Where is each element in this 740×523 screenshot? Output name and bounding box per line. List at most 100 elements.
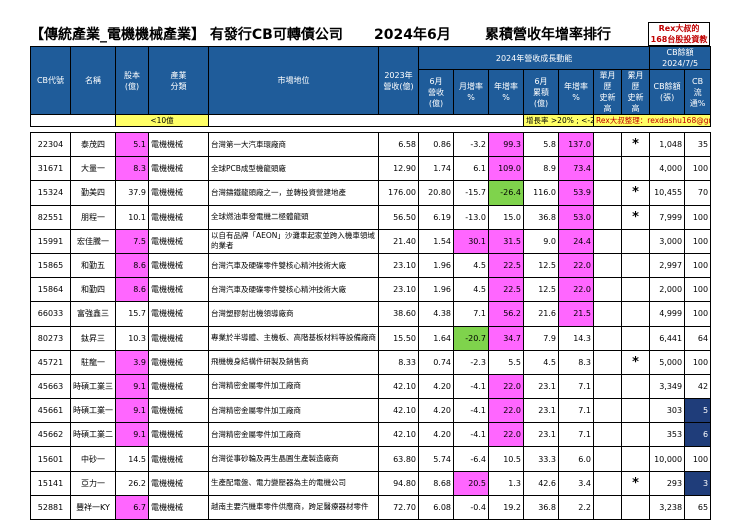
cell-market: 台灣精密金屬零件加工廠商 xyxy=(208,373,379,400)
cell-market: 台灣汽車及硬碟零件雙核心精沖技術大廠 xyxy=(208,277,379,303)
note-capital: <10億 xyxy=(115,114,209,127)
cell-high-cum xyxy=(620,446,651,472)
cell-market: 全球燃油車發電機二極體龍頭 xyxy=(208,204,379,230)
cell-jun-cum: 9.0 xyxy=(523,228,559,254)
cell-jun-rev: 0.74 xyxy=(418,349,454,375)
cell-rev2023: 12.90 xyxy=(378,156,419,182)
cell-mom: 7.1 xyxy=(453,301,489,327)
cell-jun-rev: 8.68 xyxy=(418,470,454,496)
cell-name: 大量一 xyxy=(70,156,116,182)
table-row: 52881 豐祥一KY 6.7 電機機械 越南主要汽機車零件供應商，跨足醫療器材零件 72… xyxy=(30,494,712,521)
cell-high-month xyxy=(593,156,622,182)
col-jun-rev: 6月 營收(億) xyxy=(418,69,454,115)
cell-name: 和勤五 xyxy=(70,252,116,279)
cell-high-cum xyxy=(620,277,651,303)
table-row: 45663 時碩工業三 9.1 電機機械 台灣精密金屬零件加工廠商 42.10 4.20 -4… xyxy=(30,373,712,400)
cell-capital: 14.5 xyxy=(115,446,149,472)
cell-cum-yoy: 22.0 xyxy=(558,277,594,303)
table-row: 45721 駐龍一 3.9 電機機械 飛機機身結構件研製及銷售商 8.33 0.74 -2.3… xyxy=(30,349,712,375)
cell-jun-rev: 20.80 xyxy=(418,180,454,206)
cell-mom: -2.3 xyxy=(453,349,489,375)
col-high-cum: 累月歷 史新高 xyxy=(620,69,651,115)
cell-capital: 6.7 xyxy=(115,494,149,521)
table-row: 82551 朋程一 10.1 電機機械 全球燃油車發電機二極體龍頭 56.50 6.19 -1… xyxy=(30,204,712,230)
cell-cum-yoy: 53.9 xyxy=(558,180,594,206)
cell-high-cum: * xyxy=(620,349,651,375)
cell-high-cum: * xyxy=(620,204,651,230)
cell-rev2023: 23.10 xyxy=(378,277,419,303)
cell-yoy: 99.3 xyxy=(488,131,524,158)
cell-cb-balance: 3,349 xyxy=(649,373,686,400)
cell-code: 52881 xyxy=(30,494,71,521)
table-row: 15865 和勤五 8.6 電機機械 台灣汽車及硬碟零件雙核心精沖技術大廠 23.10 1.… xyxy=(30,252,712,279)
cell-jun-rev: 0.86 xyxy=(418,131,454,158)
cell-cb-flow: 70 xyxy=(684,180,712,206)
cell-market: 以自有品牌「AEON」沙灘車起家並跨入機車領域的業者 xyxy=(208,228,379,254)
cell-name: 朋程一 xyxy=(70,204,116,230)
cell-rev2023: 56.50 xyxy=(378,204,419,230)
cell-capital: 15.7 xyxy=(115,301,149,327)
cell-high-cum xyxy=(620,252,651,279)
cell-market: 台灣精密金屬零件加工廠商 xyxy=(208,422,379,448)
cell-market: 台灣塑膠射出機領導廠商 xyxy=(208,301,379,327)
cell-name: 亞力一 xyxy=(70,470,116,496)
cell-code: 15141 xyxy=(30,470,71,496)
cell-cb-balance: 303 xyxy=(649,398,686,424)
cell-cum-yoy: 137.0 xyxy=(558,131,594,158)
cell-yoy: 56.2 xyxy=(488,301,524,327)
cell-high-month xyxy=(593,349,622,375)
cell-market: 台灣從事砂輪及再生晶圓生產製造廠商 xyxy=(208,446,379,472)
cell-cum-yoy: 8.3 xyxy=(558,349,594,375)
report-title: 【傳統產業_電機機械產業】 有發行CB可轉債公司 xyxy=(30,27,343,43)
cell-rev2023: 42.10 xyxy=(378,422,419,448)
cb-table: CB代號 名稱 股本 (億) 產業 分類 市場地位 2023年 營收(億) 20… xyxy=(30,46,712,521)
col-industry: 產業 分類 xyxy=(148,46,209,115)
cell-market: 台灣精密金屬零件加工廠商 xyxy=(208,398,379,424)
cell-high-month xyxy=(593,422,622,448)
cell-cb-balance: 2,000 xyxy=(649,277,686,303)
cell-mom: -15.7 xyxy=(453,180,489,206)
cb-group-label: CB餘額 xyxy=(666,48,694,57)
cell-mom: 30.1 xyxy=(453,228,489,254)
cell-cb-balance: 2,997 xyxy=(649,252,686,279)
cell-industry: 電機機械 xyxy=(148,325,209,351)
cell-yoy: 22.0 xyxy=(488,422,524,448)
cell-market: 台灣第一大汽車環廠商 xyxy=(208,131,379,158)
cell-mom: -4.1 xyxy=(453,398,489,424)
cell-rev2023: 15.50 xyxy=(378,325,419,351)
cell-cb-flow: 100 xyxy=(684,301,712,327)
table-row: 45662 時碩工業二 9.1 電機機械 台灣精密金屬零件加工廠商 42.10 4.20 -4… xyxy=(30,422,712,448)
col-name: 名稱 xyxy=(70,46,116,115)
col-group-cb: CB餘額 2024/7/5 xyxy=(649,46,712,70)
note-spacer xyxy=(208,114,524,127)
cell-capital: 37.9 xyxy=(115,180,149,206)
cell-jun-cum: 42.6 xyxy=(523,470,559,496)
cell-cum-yoy: 21.5 xyxy=(558,301,594,327)
cell-jun-cum: 5.8 xyxy=(523,131,559,158)
cell-high-cum: * xyxy=(620,131,651,158)
cell-cb-balance: 7,999 xyxy=(649,204,686,230)
cell-cb-flow: 6 xyxy=(684,422,712,448)
cell-industry: 電機機械 xyxy=(148,398,209,424)
cell-high-month xyxy=(593,494,622,521)
cell-yoy: 1.3 xyxy=(488,470,524,496)
cell-capital: 7.5 xyxy=(115,228,149,254)
cell-name: 勤美四 xyxy=(70,180,116,206)
cell-cum-yoy: 73.4 xyxy=(558,156,594,182)
col-yoy: 年增率 % xyxy=(488,69,524,115)
report-header: 【傳統產業_電機機械產業】 有發行CB可轉債公司 2024年6月 累積營收年增率… xyxy=(30,22,710,44)
cell-jun-cum: 36.8 xyxy=(523,494,559,521)
cell-market: 飛機機身結構件研製及銷售商 xyxy=(208,349,379,375)
cell-rev2023: 8.33 xyxy=(378,349,419,375)
cell-capital: 8.3 xyxy=(115,156,149,182)
cell-high-month xyxy=(593,373,622,400)
cell-industry: 電機機械 xyxy=(148,156,209,182)
cell-rev2023: 38.60 xyxy=(378,301,419,327)
cell-high-cum xyxy=(620,422,651,448)
cell-code: 80273 xyxy=(30,325,71,351)
cell-industry: 電機機械 xyxy=(148,180,209,206)
cell-name: 時碩工業一 xyxy=(70,398,116,424)
col-mom: 月增率 % xyxy=(453,69,489,115)
cell-high-cum xyxy=(620,494,651,521)
cell-yoy: 19.2 xyxy=(488,494,524,521)
